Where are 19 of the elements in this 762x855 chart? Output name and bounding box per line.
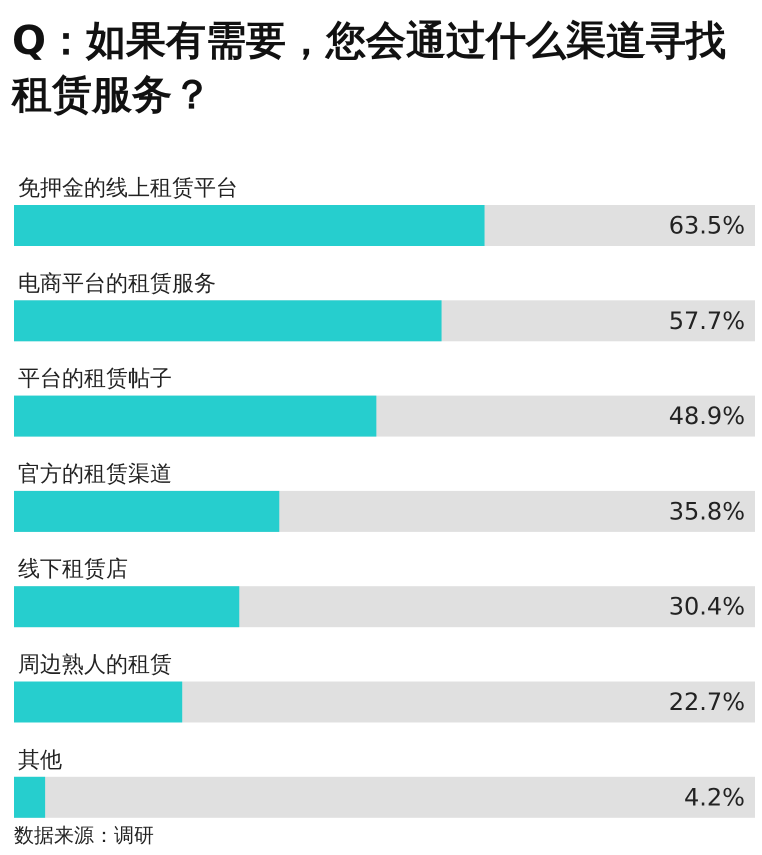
- y-tick-label: 免押金的线上租赁平台: [18, 176, 238, 201]
- y-tick-label: 电商平台的租赁服务: [18, 271, 216, 296]
- data-label: 30.4%: [668, 592, 745, 621]
- data-label: 63.5%: [668, 212, 745, 240]
- data-label: 4.2%: [684, 783, 745, 812]
- data-label: 22.7%: [668, 688, 745, 716]
- data-label: 48.9%: [668, 402, 745, 430]
- bar: [14, 776, 46, 818]
- data-label: 35.8%: [668, 497, 745, 526]
- chart-title: Q：如果有需要，您会通过什么渠道寻找租赁服务？: [12, 17, 728, 120]
- source-note: 数据来源：调研: [14, 822, 154, 849]
- y-tick-label: 平台的租赁帖子: [18, 366, 172, 392]
- y-tick-label: 其他: [18, 748, 62, 773]
- bar: [14, 586, 240, 628]
- y-tick-label: 线下租赁店: [18, 557, 128, 582]
- y-tick-label: 周边熟人的租赁: [18, 652, 172, 678]
- y-tick-label: 官方的租赁渠道: [18, 462, 172, 487]
- data-label: 57.7%: [668, 306, 745, 335]
- bar: [14, 682, 182, 722]
